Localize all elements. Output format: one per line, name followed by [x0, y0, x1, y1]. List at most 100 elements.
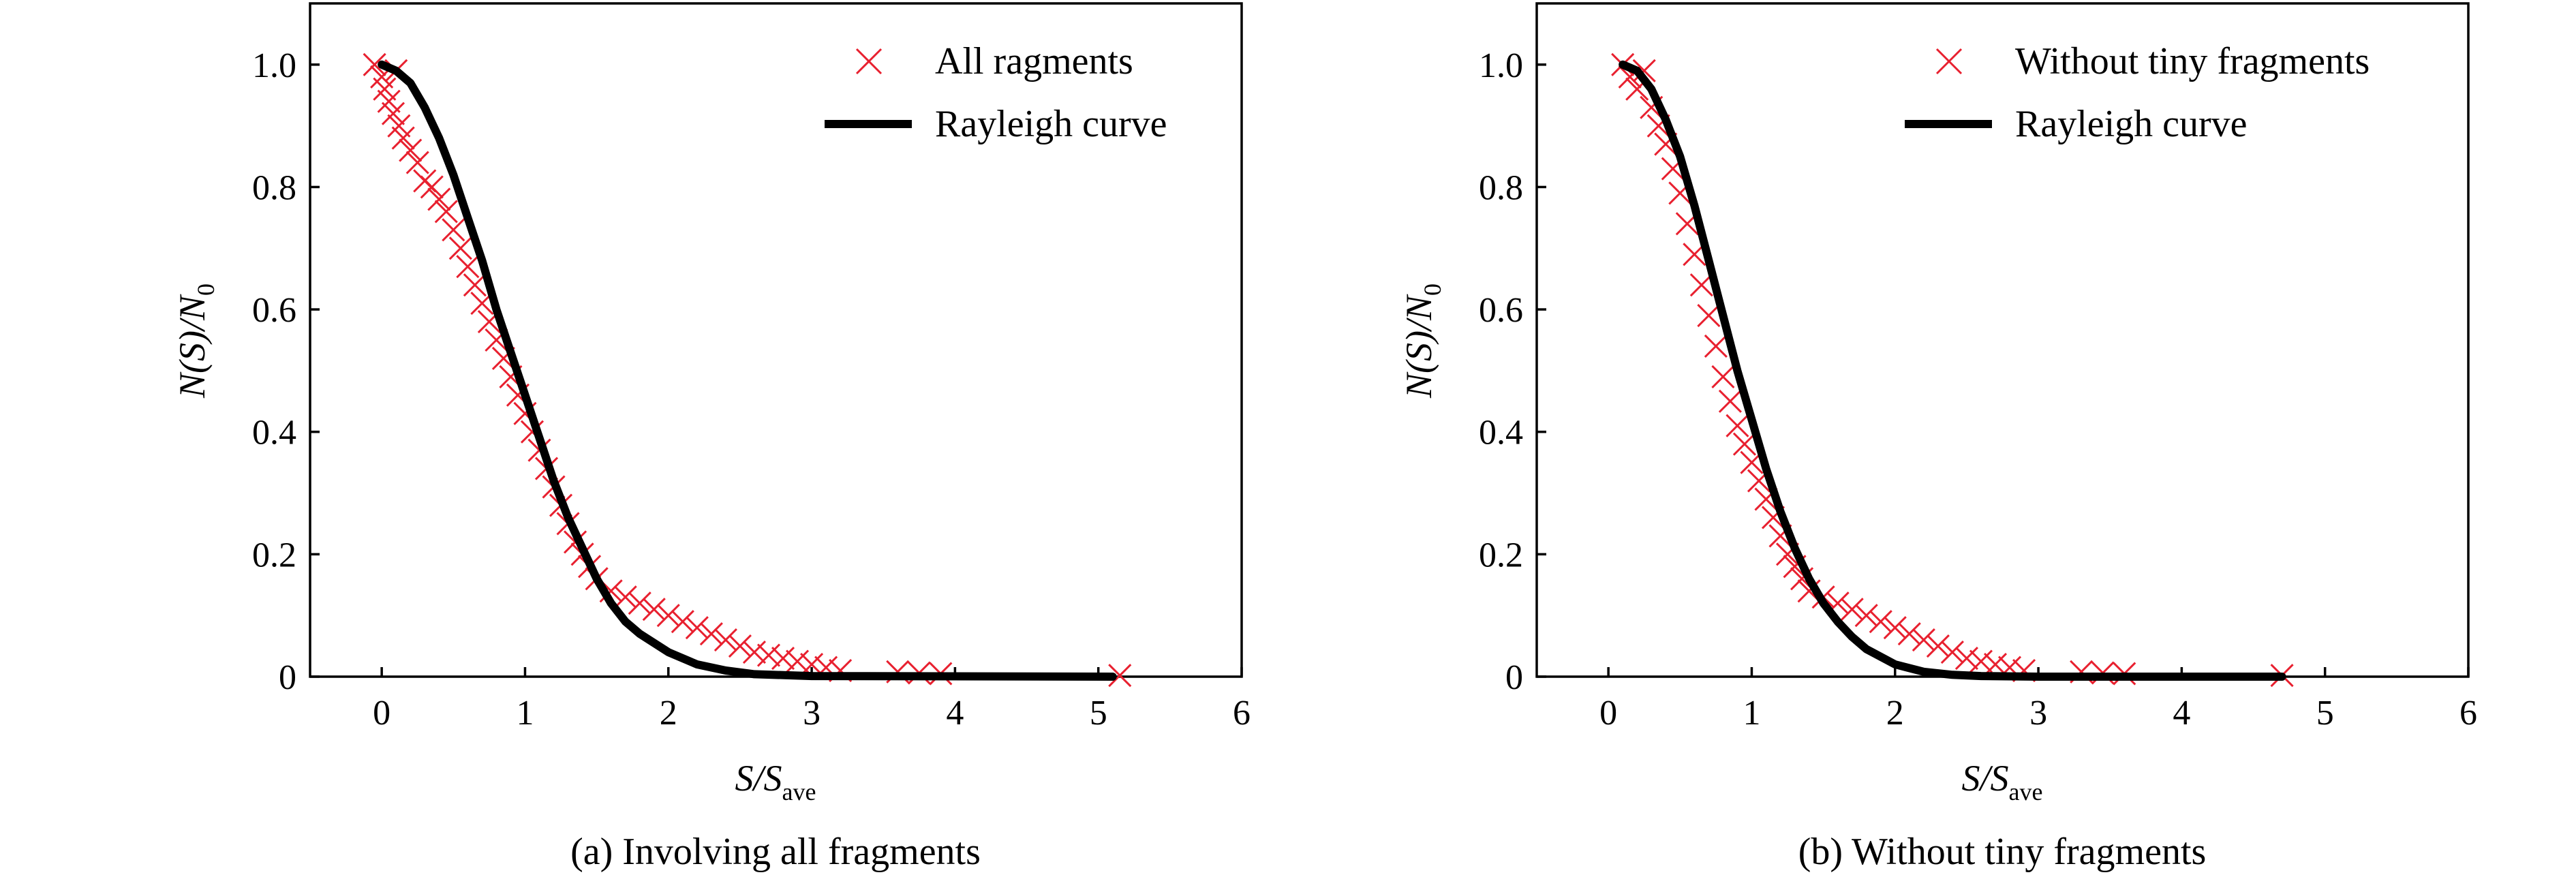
scatter-point-b: [1983, 652, 2008, 677]
legend-a: All ragments Rayleigh curve: [825, 40, 1167, 145]
scatter-point-a: [714, 628, 737, 652]
y-tick-label-b: 0.8: [1479, 168, 1523, 207]
scatter-point-a: [771, 646, 795, 671]
scatter-point-b: [1704, 334, 1728, 358]
x-tick-label-a: 2: [660, 694, 677, 733]
caption-b: (b) Without tiny fragments: [1798, 831, 2207, 873]
scatter-point-a: [1108, 664, 1132, 688]
scatter-point-a: [420, 175, 444, 199]
x-tick-label-b: 5: [2316, 694, 2334, 733]
scatter-point-a: [456, 255, 480, 279]
svg-text:N(S)/N0: N(S)/N0: [172, 283, 219, 399]
legend-b: Without tiny fragments Rayleigh curve: [1905, 40, 2370, 145]
scatter-point-a: [628, 591, 651, 615]
x-tick-label-b: 3: [2029, 694, 2047, 733]
scatter-point-b: [1711, 365, 1735, 388]
scatter-point-a: [463, 273, 487, 297]
x-axis-label-main-a: S/S: [735, 758, 782, 799]
y-tick-label-a: 0.8: [252, 168, 296, 207]
axes-a: 0 1 2 3 4 5 6 0 0.2 0.4 0.6 0.8 1.0: [252, 46, 1251, 733]
x-axis-label-sub-b: ave: [2009, 778, 2043, 805]
x-axis-label-a: S/Save: [735, 758, 816, 805]
scatter-point-a: [373, 77, 397, 101]
scatter-point-a: [448, 236, 472, 260]
panel-a: N(S)/N0 S/Save (a) Involving all fragmen…: [172, 2, 1251, 873]
legend-label-scatter-a: All ragments: [935, 40, 1133, 82]
scatter-point-b: [1897, 622, 1921, 646]
caption-a: (a) Involving all fragments: [570, 831, 981, 873]
scatter-point-a: [800, 652, 824, 677]
scatter-point-a: [391, 126, 415, 150]
scatter-point-a: [387, 114, 411, 138]
panel-b: N(S)/N0 S/Save (b) Without tiny fragment…: [1398, 2, 2477, 873]
x-tick-label-b: 6: [2459, 694, 2477, 733]
x-tick-label-a: 4: [946, 694, 964, 733]
x-tick-label-a: 0: [373, 694, 390, 733]
legend-label-line-b: Rayleigh curve: [2015, 103, 2248, 145]
scatter-point-a: [699, 622, 723, 646]
y-axis-label-main-a: N(S)/N: [172, 294, 213, 399]
y-tick-label-a: 0: [279, 658, 296, 697]
scatter-point-a: [377, 89, 401, 113]
x-tick-label-a: 6: [1233, 694, 1251, 733]
y-axis-label-b: N(S)/N0: [1398, 283, 1446, 399]
scatter-point-b: [1912, 628, 1935, 652]
y-axis-label-sub-a: 0: [192, 283, 219, 296]
scatter-point-b: [1954, 646, 1978, 671]
scatter-point-b: [1697, 304, 1721, 328]
scatter-point-b: [1940, 641, 1964, 664]
rayleigh-curve-line-b: [1619, 60, 2286, 681]
y-tick-label-b: 0.2: [1479, 536, 1523, 574]
scatter-point-b: [1854, 604, 1878, 628]
y-tick-label-b: 0.6: [1479, 291, 1523, 330]
scatter-point-b: [1726, 414, 1749, 437]
scatter-point-a: [399, 138, 423, 162]
scatter-point-b: [1926, 634, 1950, 658]
x-axis-label-sub-a: ave: [782, 778, 816, 805]
x-tick-label-b: 0: [1599, 694, 1617, 733]
y-tick-label-a: 0.2: [252, 536, 296, 574]
scatter-point-b: [1969, 649, 1993, 673]
scatter-point-b: [1883, 616, 1907, 640]
scatter-point-b: [1689, 273, 1713, 297]
scatter-point-a: [381, 102, 405, 125]
legend-label-scatter-b: Without tiny fragments: [2015, 40, 2370, 82]
scatter-point-a: [405, 151, 429, 174]
scatter-point-a: [742, 641, 767, 664]
marks-b: [1611, 52, 2294, 688]
scatter-point-b: [1632, 59, 1656, 82]
y-axis-label-main-b: N(S)/N: [1398, 294, 1439, 399]
scatter-point-a: [642, 598, 666, 621]
x-tick-label-b: 2: [1886, 694, 1904, 733]
scatter-point-b: [1840, 598, 1864, 621]
scatter-point-a: [785, 649, 810, 673]
scatter-point-a: [363, 52, 386, 76]
y-tick-label-b: 1.0: [1479, 46, 1523, 85]
y-tick-label-a: 1.0: [252, 46, 296, 85]
x-tick-label-b: 4: [2173, 694, 2190, 733]
y-tick-label-a: 0.4: [252, 414, 296, 452]
plot-frame-b: [1535, 2, 2470, 678]
y-tick-label-a: 0.6: [252, 291, 296, 330]
x-tick-label-b: 1: [1743, 694, 1760, 733]
scatter-point-a: [442, 218, 465, 242]
scatter-point-a: [671, 610, 694, 634]
y-tick-label-b: 0: [1505, 658, 1523, 697]
scatter-point-b: [1718, 389, 1742, 413]
legend-label-line-a: Rayleigh curve: [935, 103, 1167, 145]
scatter-point-a: [685, 616, 709, 640]
legend-marker-x-a: [855, 48, 883, 75]
x-axis-label-main-b: S/S: [1962, 758, 2009, 799]
y-axis-label-a: N(S)/N0: [172, 283, 219, 399]
axes-b: 0 1 2 3 4 5 6 0 0.2 0.4 0.6 0.8 1.0: [1479, 46, 2477, 733]
scatter-point-a: [427, 187, 451, 211]
scatter-point-b: [1732, 432, 1757, 456]
marks-a: [363, 52, 1132, 688]
legend-marker-x-b: [1935, 48, 1963, 75]
scatter-point-a: [756, 643, 781, 667]
x-axis-label-b: S/Save: [1962, 758, 2043, 805]
scatter-point-a: [434, 200, 458, 224]
y-tick-label-b: 0.4: [1479, 414, 1523, 452]
scatter-point-a: [728, 634, 752, 658]
scatter-point-a: [656, 604, 680, 628]
